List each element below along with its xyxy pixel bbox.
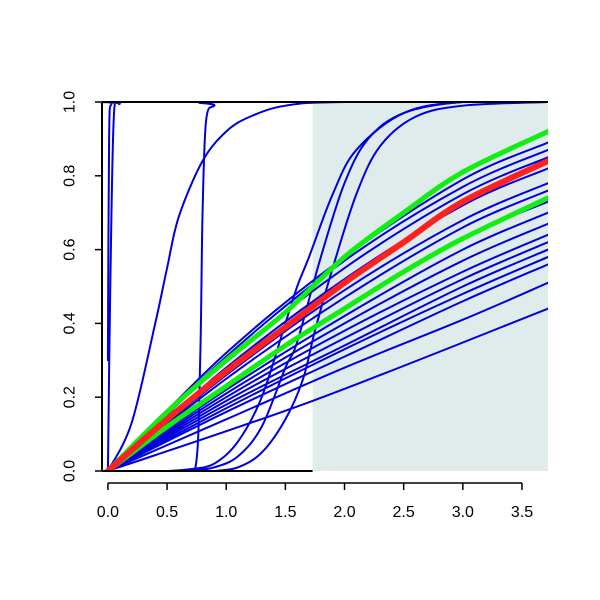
y-tick-label: 0.2	[62, 386, 79, 408]
simulated-series-line	[106, 211, 548, 471]
x-tick-label: 1.0	[215, 504, 237, 521]
x-tick-label: 3.0	[452, 504, 474, 521]
simulated-series-line	[106, 241, 548, 471]
y-tick-label: 0.4	[62, 312, 79, 334]
x-tick-label: 2.0	[333, 504, 355, 521]
x-tick-label: 2.5	[393, 504, 415, 521]
y-tick-label: 0.8	[62, 165, 79, 187]
simulated-series-line	[106, 189, 548, 471]
simulated-series-line	[106, 222, 548, 471]
simulated-series-line	[106, 248, 548, 471]
series-layer	[102, 102, 548, 471]
simulated-series-line	[177, 102, 548, 471]
central-series-line	[104, 158, 548, 471]
x-tick-label: 0.0	[97, 504, 119, 521]
simulated-series-line	[106, 255, 548, 471]
simulated-series-line	[213, 102, 548, 471]
y-tick-label: 0.6	[62, 238, 79, 260]
y-tick-label: 0.0	[62, 460, 79, 482]
axes: 0.0 0.2 0.4 0.6 0.8 1.0 0.0 0.5 1.0 1.5 2.0 2.5 3.0 3…	[62, 91, 548, 521]
bounds-series-line	[105, 195, 548, 471]
x-tick-label: 0.5	[156, 504, 178, 521]
simulated-series-line	[102, 102, 548, 362]
simulated-series-line	[106, 307, 548, 471]
simulated-series-line	[106, 281, 548, 471]
simulated-series-line	[102, 102, 548, 471]
simulated-series-line	[106, 263, 548, 471]
simulated-series-line	[106, 233, 548, 471]
y-tick-label: 1.0	[62, 91, 79, 113]
x-tick-label: 1.5	[274, 504, 296, 521]
x-tick-label: 3.5	[511, 504, 533, 521]
bounds-series-line	[105, 129, 548, 471]
